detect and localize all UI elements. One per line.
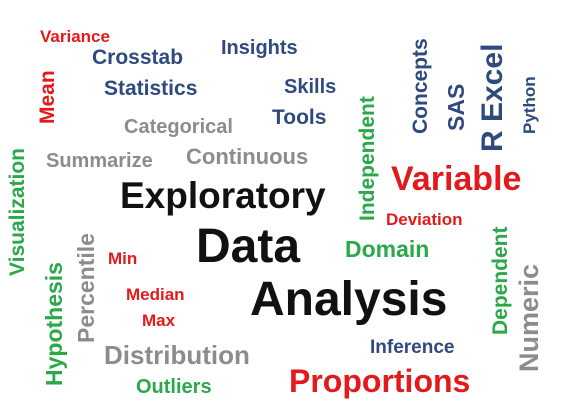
word-continuous: Continuous	[186, 144, 309, 169]
word-independent: Independent	[356, 96, 379, 221]
word-max: Max	[142, 311, 176, 330]
word-data: Data	[196, 220, 301, 273]
word-python: Python	[520, 76, 539, 134]
word-categorical: Categorical	[124, 116, 233, 138]
word-visualization: Visualization	[6, 148, 29, 276]
word-r-excel: R Excel	[476, 43, 509, 152]
word-deviation: Deviation	[386, 210, 463, 229]
word-median: Median	[126, 285, 185, 304]
word-concepts: Concepts	[409, 38, 432, 134]
word-domain: Domain	[345, 236, 430, 262]
word-outliers: Outliers	[136, 376, 212, 398]
word-variance: Variance	[40, 27, 110, 46]
word-proportions: Proportions	[289, 363, 471, 399]
word-statistics: Statistics	[104, 77, 198, 100]
word-insights: Insights	[221, 37, 298, 59]
word-numeric: Numeric	[514, 263, 544, 372]
word-percentile: Percentile	[73, 233, 99, 343]
word-summarize: Summarize	[46, 150, 153, 172]
word-tools: Tools	[272, 106, 327, 129]
word-variable: Variable	[391, 160, 522, 198]
word-crosstab: Crosstab	[92, 46, 184, 69]
word-hypothesis: Hypothesis	[41, 262, 67, 386]
word-sas: SAS	[443, 83, 469, 131]
word-dependent: Dependent	[489, 226, 512, 335]
word-mean: Mean	[36, 70, 59, 124]
word-analysis: Analysis	[250, 273, 448, 326]
word-skills: Skills	[284, 76, 337, 98]
word-exploratory: Exploratory	[120, 175, 326, 216]
word-distribution: Distribution	[104, 340, 250, 370]
word-inference: Inference	[370, 337, 455, 358]
word-min: Min	[108, 249, 138, 268]
